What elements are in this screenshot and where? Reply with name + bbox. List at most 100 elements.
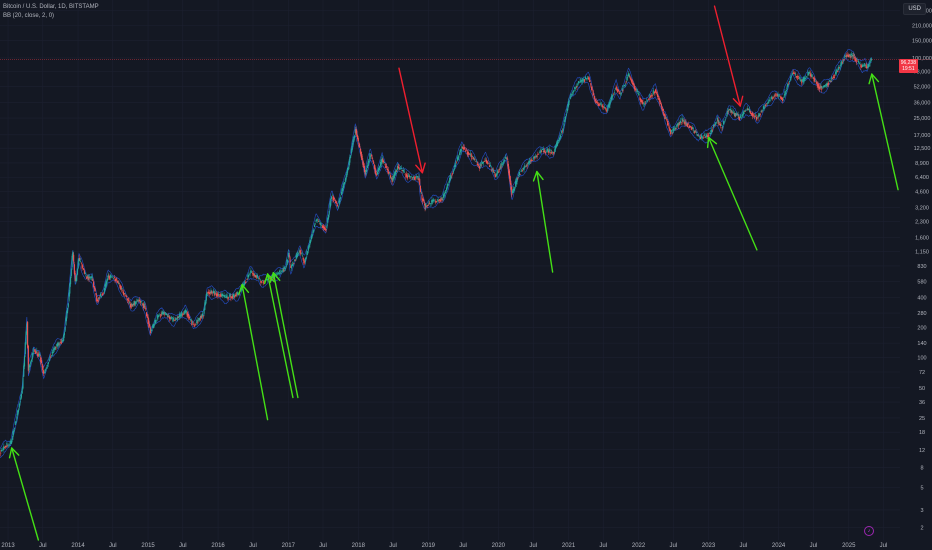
candle-body xyxy=(248,274,250,276)
candle-body xyxy=(236,292,238,295)
arrow-shaft xyxy=(707,136,758,251)
candle-body xyxy=(386,166,388,167)
candle-body xyxy=(377,169,379,173)
candle-body xyxy=(480,164,482,166)
candle-body xyxy=(55,347,57,349)
candle-body xyxy=(216,293,218,296)
candle-body xyxy=(145,312,148,317)
candle-body xyxy=(871,58,873,61)
candle-body xyxy=(460,149,462,152)
candle-body xyxy=(350,148,352,154)
candle-body xyxy=(301,255,303,256)
candle-body xyxy=(529,160,531,162)
candle-body xyxy=(487,162,489,163)
candle-body xyxy=(132,303,135,306)
candle-body xyxy=(755,116,758,120)
candle-body xyxy=(221,293,223,296)
candle-body xyxy=(590,83,592,86)
candle-body xyxy=(607,107,609,111)
candle-body xyxy=(670,129,672,134)
candle-body xyxy=(367,160,369,166)
candle-body xyxy=(34,350,36,354)
candle-body xyxy=(277,272,280,274)
candle-body xyxy=(773,95,775,97)
candle-body xyxy=(597,102,599,104)
candle-body xyxy=(199,317,201,320)
tradingview-logo-icon[interactable]: ♪ xyxy=(864,526,874,536)
candle-body xyxy=(751,112,753,115)
candle-body xyxy=(39,354,41,356)
candle-body xyxy=(573,90,575,92)
candle-body xyxy=(79,257,81,260)
candle-body xyxy=(235,294,237,296)
candle-body xyxy=(478,166,481,169)
candle-body xyxy=(550,149,552,151)
candle-body xyxy=(380,161,382,167)
candle-body xyxy=(249,272,251,275)
candle-body xyxy=(854,56,856,59)
candle-body xyxy=(369,153,371,160)
candle-body xyxy=(730,110,732,113)
candle-body xyxy=(485,159,487,163)
candle-body xyxy=(421,194,423,200)
candle-body xyxy=(527,163,529,164)
candle-body xyxy=(561,130,563,134)
candle-body xyxy=(27,321,29,348)
candle-body xyxy=(272,275,274,278)
candle-body xyxy=(538,153,540,155)
candle-body xyxy=(681,117,683,121)
candle-body xyxy=(829,80,831,82)
candle-body xyxy=(72,252,74,258)
currency-button[interactable]: USD xyxy=(903,3,926,15)
candle-body xyxy=(321,226,323,228)
candle-body xyxy=(263,281,265,283)
candle-body xyxy=(747,109,749,111)
candle-body xyxy=(149,324,151,327)
candle-body xyxy=(605,109,607,111)
candle-body xyxy=(27,345,29,371)
candle-body xyxy=(81,264,83,269)
candle-body xyxy=(17,409,19,413)
candle-body xyxy=(683,120,685,122)
candle-body xyxy=(319,223,321,225)
y-tick-label: 100 xyxy=(917,356,926,362)
candle-body xyxy=(697,135,699,136)
candle-body xyxy=(418,176,420,178)
y-tick-label: 52,000 xyxy=(914,84,931,90)
candle-body xyxy=(488,165,491,167)
candle-body xyxy=(38,353,40,356)
candle-body xyxy=(426,205,428,207)
candle-body xyxy=(106,278,108,281)
x-tick-label: 2019 xyxy=(422,543,436,549)
green-arrow xyxy=(269,271,299,399)
arrow-head xyxy=(732,95,744,107)
candle-body xyxy=(490,165,492,167)
candle-body xyxy=(119,285,122,290)
candle-body xyxy=(615,87,617,89)
candle-body xyxy=(381,156,383,162)
candle-body xyxy=(861,64,863,68)
candle-body xyxy=(163,313,165,315)
candle-body xyxy=(360,148,362,155)
candle-body xyxy=(414,177,416,180)
candle-body xyxy=(822,86,824,88)
candle-body xyxy=(656,93,659,97)
candle-body xyxy=(32,352,34,355)
candle-body xyxy=(587,76,589,78)
candle-body xyxy=(373,161,375,164)
candle-body xyxy=(740,117,742,119)
green-arrow xyxy=(706,136,758,251)
candle-body xyxy=(157,316,159,318)
candle-body xyxy=(142,304,144,306)
candle-body xyxy=(376,174,378,176)
candle-body xyxy=(803,77,805,81)
candle-body xyxy=(126,295,128,297)
green-arrow xyxy=(238,283,269,421)
candle-body xyxy=(325,229,327,230)
candle-body xyxy=(584,79,586,82)
candle-body xyxy=(825,83,827,87)
y-tick-label: 25 xyxy=(919,416,925,422)
candle-body xyxy=(278,272,280,274)
candle-body xyxy=(410,176,412,178)
candle-body xyxy=(847,54,849,57)
